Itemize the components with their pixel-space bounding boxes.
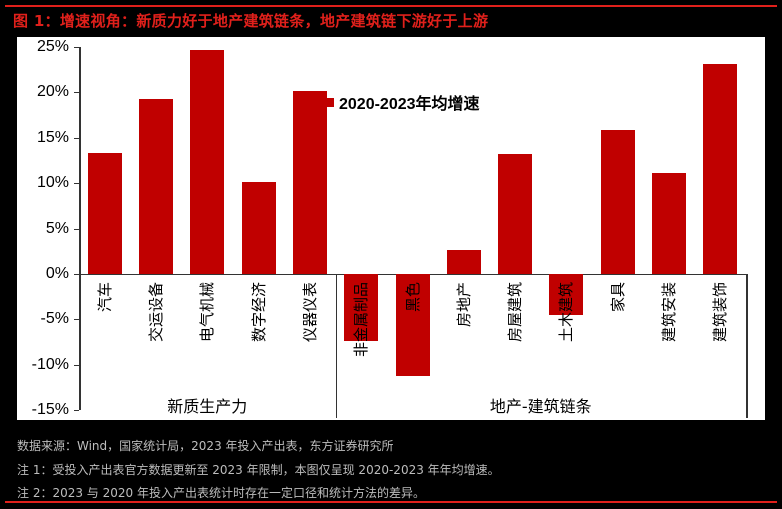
bar-5 (344, 273, 379, 342)
y-axis-tick (74, 47, 79, 48)
y-axis-tick-label: -10% (31, 355, 69, 373)
footer-note-2: 注 2：2023 与 2020 年投入产出表统计时存在一定口径和统计方法的差异。 (17, 486, 425, 500)
group-label-property-construction: 地产-建筑链条 (489, 397, 592, 416)
bar-6 (395, 273, 430, 377)
y-axis-tick (74, 228, 79, 230)
bar-3 (241, 182, 276, 274)
bottom-rule (5, 501, 777, 503)
y-axis-tick-label: -5% (40, 310, 69, 328)
y-axis-tick-label: -15% (31, 401, 69, 418)
footer-source: 数据来源：Wind，国家统计局，2023 年投入产出表，东方证券研究所 (17, 439, 394, 453)
y-axis-line (79, 47, 81, 410)
bar-4 (292, 90, 327, 274)
footer-note-1: 注 1：受投入产出表官方数据更新至 2023 年限制，本图仅呈现 2020-20… (17, 463, 500, 477)
category-label: 建筑装饰 (711, 281, 730, 342)
y-axis-tick (74, 273, 79, 275)
y-axis-tick-label: 0% (45, 264, 69, 282)
bar-10 (600, 129, 635, 274)
chart-plot-area: 2020-2023年均增速 25% 20% 15% 10% 5% 0% -5% -10% -15… (17, 37, 765, 420)
category-label: 房地产 (454, 281, 473, 327)
bar-2 (190, 49, 225, 274)
y-axis-tick-label: 5% (45, 219, 69, 237)
category-label: 土木建筑 (557, 281, 576, 342)
category-label: 数字经济 (249, 281, 268, 342)
category-label: 房屋建筑 (506, 281, 525, 342)
y-axis-tick (74, 183, 79, 185)
y-axis-tick-label: 15% (36, 128, 69, 146)
bar-0 (87, 153, 122, 274)
category-label: 黑色 (403, 281, 422, 312)
y-axis-tick (74, 319, 79, 321)
y-axis-tick-label: 10% (36, 174, 69, 192)
y-axis-tick (74, 92, 79, 94)
category-label: 电气机械 (198, 281, 217, 342)
y-axis-tick (74, 137, 79, 139)
category-label: 汽车 (95, 281, 114, 312)
bar-9 (549, 273, 584, 315)
category-label: 家具 (608, 281, 627, 312)
category-label: 建筑安装 (660, 281, 679, 342)
y-axis-tick-label: 20% (36, 83, 69, 101)
legend: 2020-2023年均增速 (325, 90, 480, 114)
bar-1 (138, 98, 173, 274)
bar-7 (446, 250, 481, 274)
category-label: 交运设备 (146, 281, 165, 342)
bar-11 (652, 173, 687, 274)
bar-8 (498, 154, 533, 274)
right-frame-line (746, 273, 748, 418)
category-label: 仪器仪表 (300, 281, 319, 342)
group-separator-line (335, 273, 338, 418)
group-label-new-productivity: 新质生产力 (167, 397, 248, 416)
top-rule (5, 5, 777, 7)
category-label: 非金属制品 (352, 281, 371, 357)
legend-swatch-icon (325, 97, 334, 107)
y-axis-tick (74, 364, 79, 366)
legend-label: 2020-2023年均增速 (339, 96, 480, 113)
figure-title: 图 1：增速视角：新质力好于地产建筑链条，地产建筑链下游好于上游 (13, 12, 489, 30)
bar-12 (703, 64, 738, 274)
y-axis-tick (74, 410, 79, 411)
y-axis-tick-label: 25% (36, 38, 69, 55)
